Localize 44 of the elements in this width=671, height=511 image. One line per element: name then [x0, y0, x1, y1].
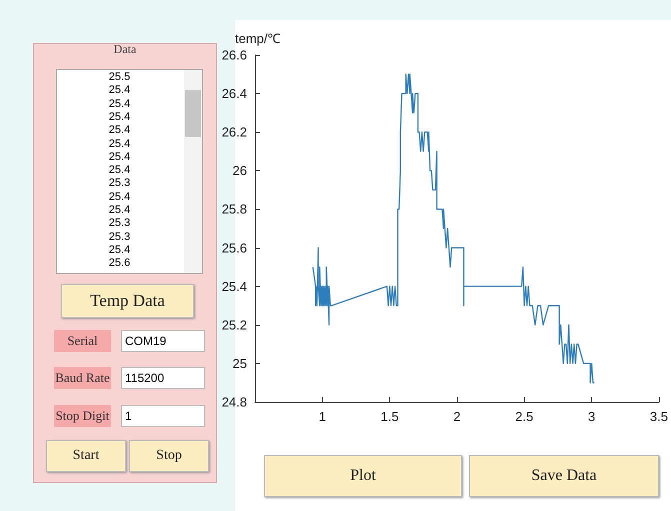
line-series [312, 74, 595, 384]
y-tick-label: 25.4 [222, 278, 247, 294]
y-tick-label: 25.8 [222, 202, 247, 217]
text: 25.6 [108, 257, 132, 270]
y-tick-label: 25.2 [222, 317, 247, 332]
text: 25.5 [108, 71, 132, 84]
text: COM19 [121, 330, 205, 352]
y-tick-label: 25 [232, 356, 247, 371]
text: Start [46, 440, 126, 472]
text: 115200 [121, 367, 205, 389]
text: 25.4 [108, 204, 132, 217]
y-tick-label: 25.6 [222, 240, 247, 256]
text: 25.3 [108, 217, 132, 230]
y-tick-label: 26 [232, 163, 247, 178]
text: 25.4 [108, 138, 132, 150]
text: 25.4 [108, 98, 132, 111]
y-axis-title: temp/℃ [235, 31, 281, 46]
x-tick-label: 1.5 [380, 409, 399, 424]
text: 25.4 [108, 244, 132, 257]
y-tick-label: 26.6 [222, 48, 247, 62]
x-tick-label: 2.5 [515, 409, 534, 424]
text: Save Data [469, 455, 659, 497]
text: 25.4 [108, 164, 132, 178]
text: Data [112, 42, 138, 57]
text: Serial [54, 330, 111, 352]
text: Plot [264, 455, 462, 497]
y-tick-label: 26.4 [222, 86, 247, 102]
x-tick-label: 1 [318, 409, 326, 424]
text: Baud Rate [54, 367, 111, 389]
text: 25.3 [108, 230, 132, 244]
text: Stop [129, 440, 209, 472]
x-tick-label: 3 [588, 409, 596, 424]
text: 25.4 [108, 110, 132, 124]
x-tick-label: 3.5 [650, 409, 668, 424]
text: 25.3 [108, 177, 132, 190]
text: Stop Digit [54, 405, 111, 427]
text: 25.4 [108, 190, 132, 204]
text: Temp Data [61, 284, 194, 318]
text: 25.4 [108, 84, 132, 98]
y-tick-label: 24.8 [222, 394, 247, 410]
y-tick-label: 26.2 [222, 124, 247, 140]
text: 25.4 [108, 124, 132, 138]
x-tick-label: 2 [453, 409, 461, 424]
text: 25.4 [108, 150, 132, 164]
